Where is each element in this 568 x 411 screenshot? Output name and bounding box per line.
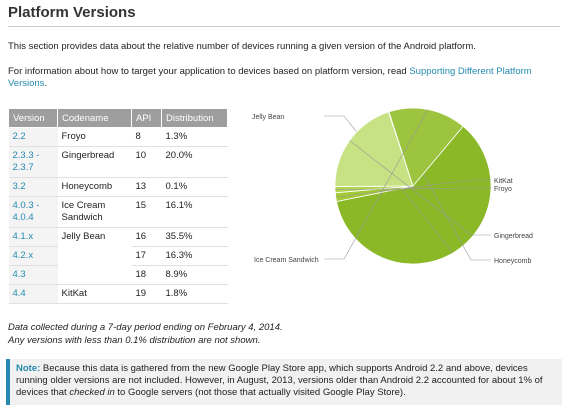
table-row: 2.2 Froyo 8 1.3% bbox=[8, 127, 228, 147]
version-link[interactable]: 4.0.3 - 4.0.4 bbox=[8, 196, 58, 228]
intro-text: This section provides data about the rel… bbox=[8, 41, 476, 52]
distribution-cell: 8.9% bbox=[161, 265, 228, 285]
target-info-prefix: For information about how to target your… bbox=[8, 66, 410, 77]
distribution-cell: 16.1% bbox=[161, 196, 228, 228]
distribution-cell: 1.3% bbox=[161, 127, 228, 147]
note-text-end: to Google servers (not those that actual… bbox=[114, 387, 406, 398]
column-header-codename: Codename bbox=[57, 108, 132, 128]
pie-label: KitKat bbox=[494, 178, 513, 185]
distribution-cell: 35.5% bbox=[161, 227, 228, 247]
pie-label: Ice Cream Sandwich bbox=[254, 257, 319, 264]
distribution-cell: 16.3% bbox=[161, 246, 228, 266]
table-row: 4.4 KitKat 19 1.8% bbox=[8, 284, 228, 304]
pie-label: Froyo bbox=[494, 186, 512, 193]
version-link[interactable]: 3.2 bbox=[8, 177, 58, 197]
pie-label: Gingerbread bbox=[494, 233, 533, 240]
version-link[interactable]: 2.2 bbox=[8, 127, 58, 147]
pie-leader-line bbox=[349, 140, 491, 236]
pie-leader-line bbox=[324, 109, 429, 260]
footnote-threshold: Any versions with less than 0.1% distrib… bbox=[8, 335, 261, 346]
note-text: Because this data is gathered from the n… bbox=[16, 363, 543, 398]
codename-cell: Gingerbread bbox=[57, 146, 132, 178]
distribution-cell: 0.1% bbox=[161, 177, 228, 197]
version-link[interactable]: 4.4 bbox=[8, 284, 58, 304]
note-box: Note: Because this data is gathered from… bbox=[6, 359, 562, 405]
version-link[interactable]: 2.3.3 - 2.3.7 bbox=[8, 146, 58, 178]
api-cell: 10 bbox=[131, 146, 162, 178]
codename-cell: Honeycomb bbox=[57, 177, 132, 197]
version-link[interactable]: 4.3 bbox=[8, 265, 58, 285]
api-cell: 15 bbox=[131, 196, 162, 228]
column-header-version: Version bbox=[8, 108, 58, 128]
supporting-different-platform-versions-link[interactable]: Supporting Different Platform Versions bbox=[8, 66, 532, 89]
note-label: Note: bbox=[16, 363, 41, 374]
page-title: Platform Versions bbox=[8, 4, 136, 21]
api-cell: 13 bbox=[131, 177, 162, 197]
table-row: 2.3.3 - 2.3.7 Gingerbread 10 20.0% bbox=[8, 146, 228, 178]
pie-leader-line bbox=[324, 115, 454, 254]
api-cell: 19 bbox=[131, 284, 162, 304]
distribution-cell: 20.0% bbox=[161, 146, 228, 178]
version-link[interactable]: 4.1.x bbox=[8, 227, 58, 247]
codename-cell: KitKat bbox=[57, 284, 132, 304]
note-emphasis: checked in bbox=[69, 387, 115, 398]
target-info-suffix: . bbox=[44, 78, 48, 89]
pie-label: Honeycomb bbox=[494, 258, 531, 265]
pie-label: Jelly Bean bbox=[252, 114, 284, 121]
table-row: 3.2 Honeycomb 13 0.1% bbox=[8, 177, 228, 197]
target-info-text: For information about how to target your… bbox=[8, 66, 554, 90]
api-cell: 17 bbox=[131, 246, 162, 266]
codename-cell: Jelly Bean bbox=[57, 227, 132, 285]
pie-leader-line bbox=[335, 187, 491, 190]
table-row: 4.2.x 17 16.3% bbox=[8, 246, 228, 266]
pie-leader-line bbox=[335, 179, 491, 198]
column-header-api: API bbox=[131, 108, 162, 128]
codename-cell: Ice Cream Sandwich bbox=[57, 196, 132, 228]
table-row: 4.1.x Jelly Bean 16 35.5% bbox=[8, 227, 228, 285]
versions-table: Version Codename API Distribution 2.2 Fr… bbox=[8, 108, 228, 304]
api-cell: 18 bbox=[131, 265, 162, 285]
table-header-row: Version Codename API Distribution bbox=[8, 108, 228, 128]
api-cell: 8 bbox=[131, 127, 162, 147]
version-link[interactable]: 4.2.x bbox=[8, 246, 58, 266]
api-cell: 16 bbox=[131, 227, 162, 247]
table-row: 4.3 18 8.9% bbox=[8, 265, 228, 285]
title-divider bbox=[8, 26, 560, 27]
table-row: 4.0.3 - 4.0.4 Ice Cream Sandwich 15 16.1… bbox=[8, 196, 228, 228]
column-header-distribution: Distribution bbox=[161, 108, 228, 128]
codename-cell: Froyo bbox=[57, 127, 132, 147]
footnote-date: Data collected during a 7-day period end… bbox=[8, 322, 283, 333]
distribution-cell: 1.8% bbox=[161, 284, 228, 304]
